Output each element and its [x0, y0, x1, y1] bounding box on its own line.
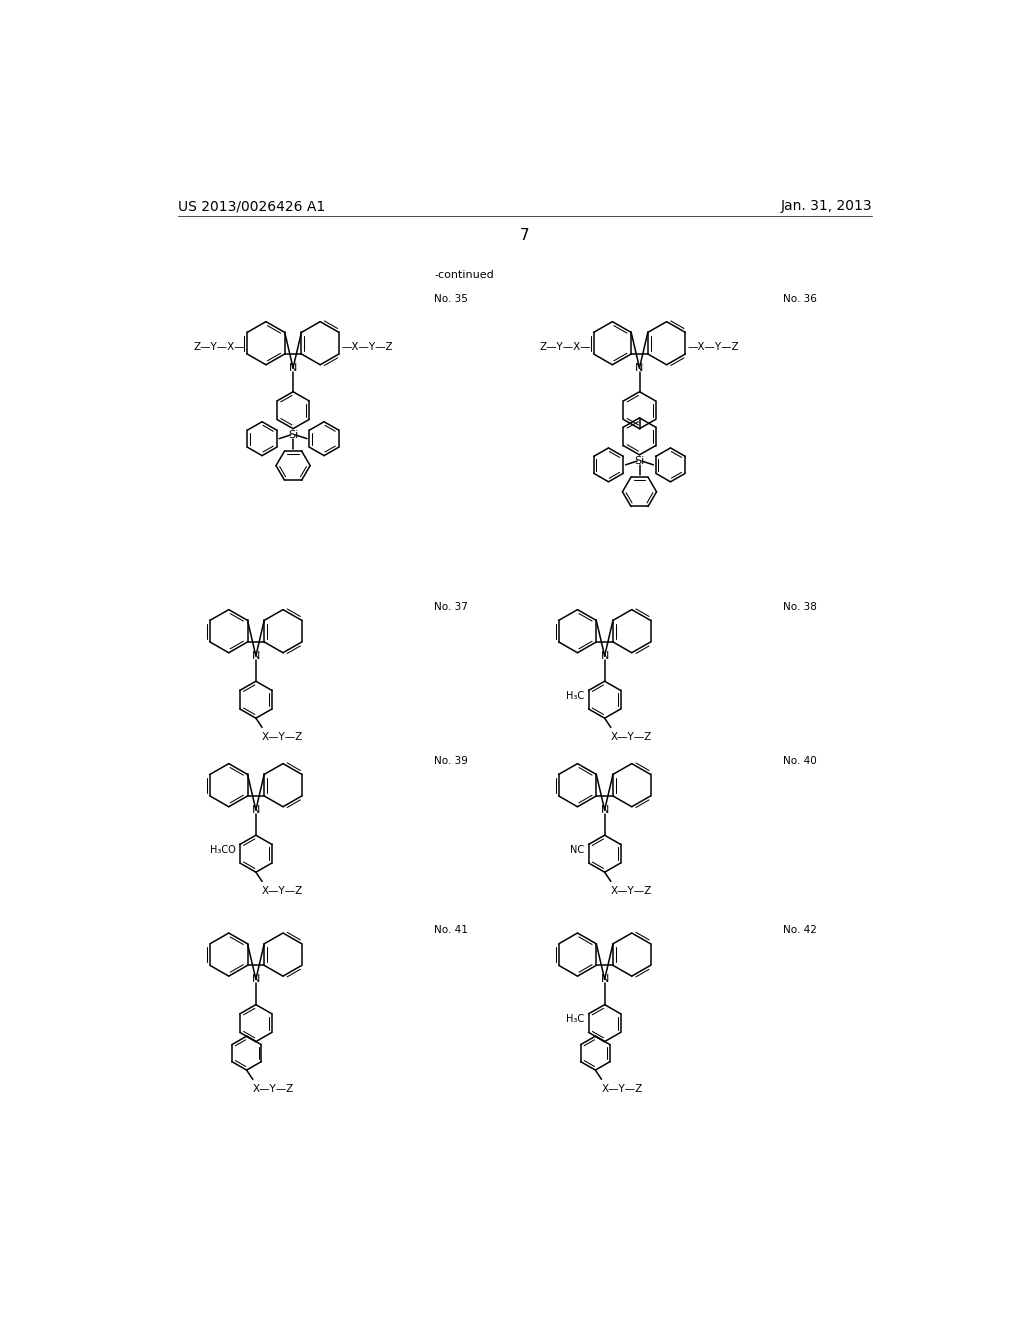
Text: N: N: [289, 363, 297, 372]
Text: N: N: [600, 805, 609, 814]
Text: No. 42: No. 42: [783, 925, 817, 935]
Text: N: N: [635, 363, 644, 372]
Text: Z—Y—X—: Z—Y—X—: [540, 342, 591, 351]
Text: H₃CO: H₃CO: [210, 845, 236, 855]
Text: Si: Si: [288, 430, 298, 440]
Text: N: N: [600, 974, 609, 985]
Text: N: N: [252, 651, 260, 661]
Text: X—Y—Z: X—Y—Z: [253, 1084, 294, 1094]
Text: No. 37: No. 37: [434, 602, 468, 611]
Text: No. 41: No. 41: [434, 925, 468, 935]
Text: No. 38: No. 38: [783, 602, 817, 611]
Text: X—Y—Z: X—Y—Z: [611, 733, 652, 742]
Text: X—Y—Z: X—Y—Z: [262, 886, 303, 896]
Text: NC: NC: [570, 845, 585, 855]
Text: —X—Y—Z: —X—Y—Z: [688, 342, 739, 351]
Text: No. 36: No. 36: [783, 293, 817, 304]
Text: X—Y—Z: X—Y—Z: [262, 733, 303, 742]
Text: N: N: [600, 651, 609, 661]
Text: X—Y—Z: X—Y—Z: [611, 886, 652, 896]
Text: Z—Y—X—: Z—Y—X—: [194, 342, 245, 351]
Text: —X—Y—Z: —X—Y—Z: [341, 342, 393, 351]
Text: -continued: -continued: [434, 271, 494, 280]
Text: No. 40: No. 40: [783, 755, 816, 766]
Text: Jan. 31, 2013: Jan. 31, 2013: [780, 199, 872, 213]
Text: H₃C: H₃C: [566, 1014, 585, 1024]
Text: X—Y—Z: X—Y—Z: [601, 1084, 643, 1094]
Text: N: N: [252, 974, 260, 985]
Text: No. 35: No. 35: [434, 293, 468, 304]
Text: N: N: [252, 805, 260, 814]
Text: Si: Si: [635, 455, 645, 466]
Text: US 2013/0026426 A1: US 2013/0026426 A1: [178, 199, 326, 213]
Text: H₃C: H₃C: [566, 690, 585, 701]
Text: No. 39: No. 39: [434, 755, 468, 766]
Text: 7: 7: [520, 228, 529, 243]
